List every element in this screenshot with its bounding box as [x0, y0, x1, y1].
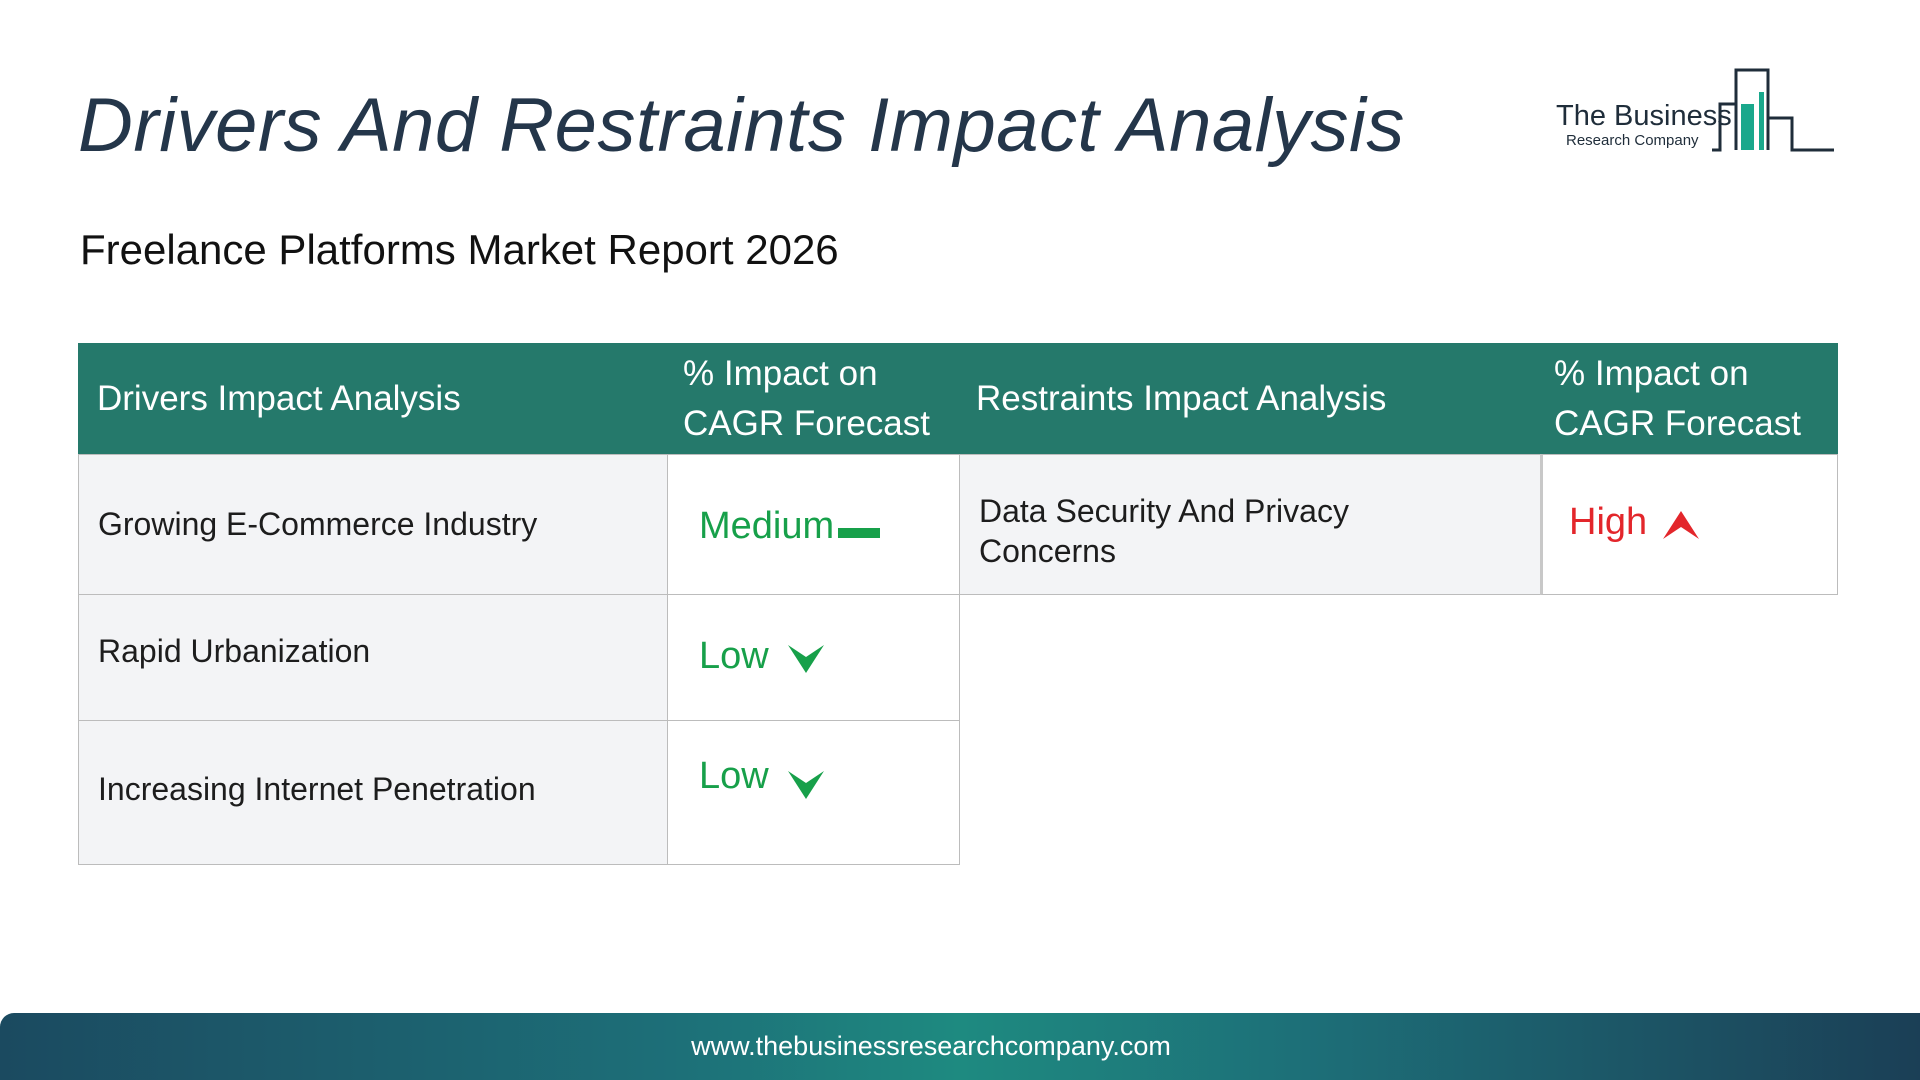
restraints-impact-header-line1: % Impact on: [1554, 354, 1749, 393]
restraint-row-1-label-cell: Data Security And Privacy Concerns: [959, 454, 1541, 595]
logo-name: The Business: [1556, 100, 1732, 132]
driver-row-3-label-cell: Increasing Internet Penetration: [78, 720, 668, 865]
dash-icon: [838, 528, 880, 538]
drivers-header: Drivers Impact Analysis: [78, 343, 668, 454]
restraint-row-1-impact: High: [1569, 501, 1648, 543]
restraints-impact-header-line2: CAGR Forecast: [1554, 404, 1801, 443]
restraints-impact-header: % Impact on CAGR Forecast: [1540, 343, 1838, 454]
restraints-header: Restraints Impact Analysis: [960, 343, 1540, 454]
company-logo: The Business Research Company: [1552, 64, 1838, 164]
driver-row-3-impact-cell: Low: [667, 720, 960, 865]
restraint-row-1-label-line2: Concerns: [979, 533, 1116, 569]
driver-row-2-label-cell: Rapid Urbanization: [78, 594, 668, 721]
driver-row-3-impact: Low: [699, 755, 769, 797]
driver-row-1-label-cell: Growing E-Commerce Industry: [78, 454, 668, 595]
driver-row-2-label: Rapid Urbanization: [98, 633, 371, 669]
arrow-up-icon: [1663, 511, 1699, 539]
footer-bar: www.thebusinessresearchcompany.com: [0, 1013, 1920, 1080]
driver-row-1-impact-cell: Medium: [667, 454, 960, 595]
driver-row-3-label: Increasing Internet Penetration: [98, 771, 536, 807]
drivers-impact-header-line1: % Impact on: [683, 354, 878, 393]
page-title: Drivers And Restraints Impact Analysis: [78, 83, 1405, 168]
restraint-row-1-impact-cell: High: [1540, 454, 1838, 595]
driver-row-1-label: Growing E-Commerce Industry: [98, 506, 538, 542]
arrow-down-icon: [788, 771, 824, 799]
restraints-header-label: Restraints Impact Analysis: [976, 379, 1387, 418]
arrow-down-icon: [788, 645, 824, 673]
drivers-impact-header: % Impact on CAGR Forecast: [668, 343, 960, 454]
logo-tagline: Research Company: [1566, 132, 1699, 149]
report-subtitle: Freelance Platforms Market Report 2026: [80, 226, 839, 273]
drivers-impact-header-line2: CAGR Forecast: [683, 404, 930, 443]
bar-chart-building-icon: [1712, 68, 1834, 152]
driver-row-1-impact: Medium: [699, 505, 835, 547]
restraint-row-1-label-line1: Data Security And Privacy: [979, 493, 1349, 529]
driver-row-2-impact-cell: Low: [667, 594, 960, 721]
driver-row-2-impact: Low: [699, 635, 769, 677]
drivers-header-label: Drivers Impact Analysis: [97, 379, 461, 418]
footer-url[interactable]: www.thebusinessresearchcompany.com: [691, 1031, 1171, 1061]
